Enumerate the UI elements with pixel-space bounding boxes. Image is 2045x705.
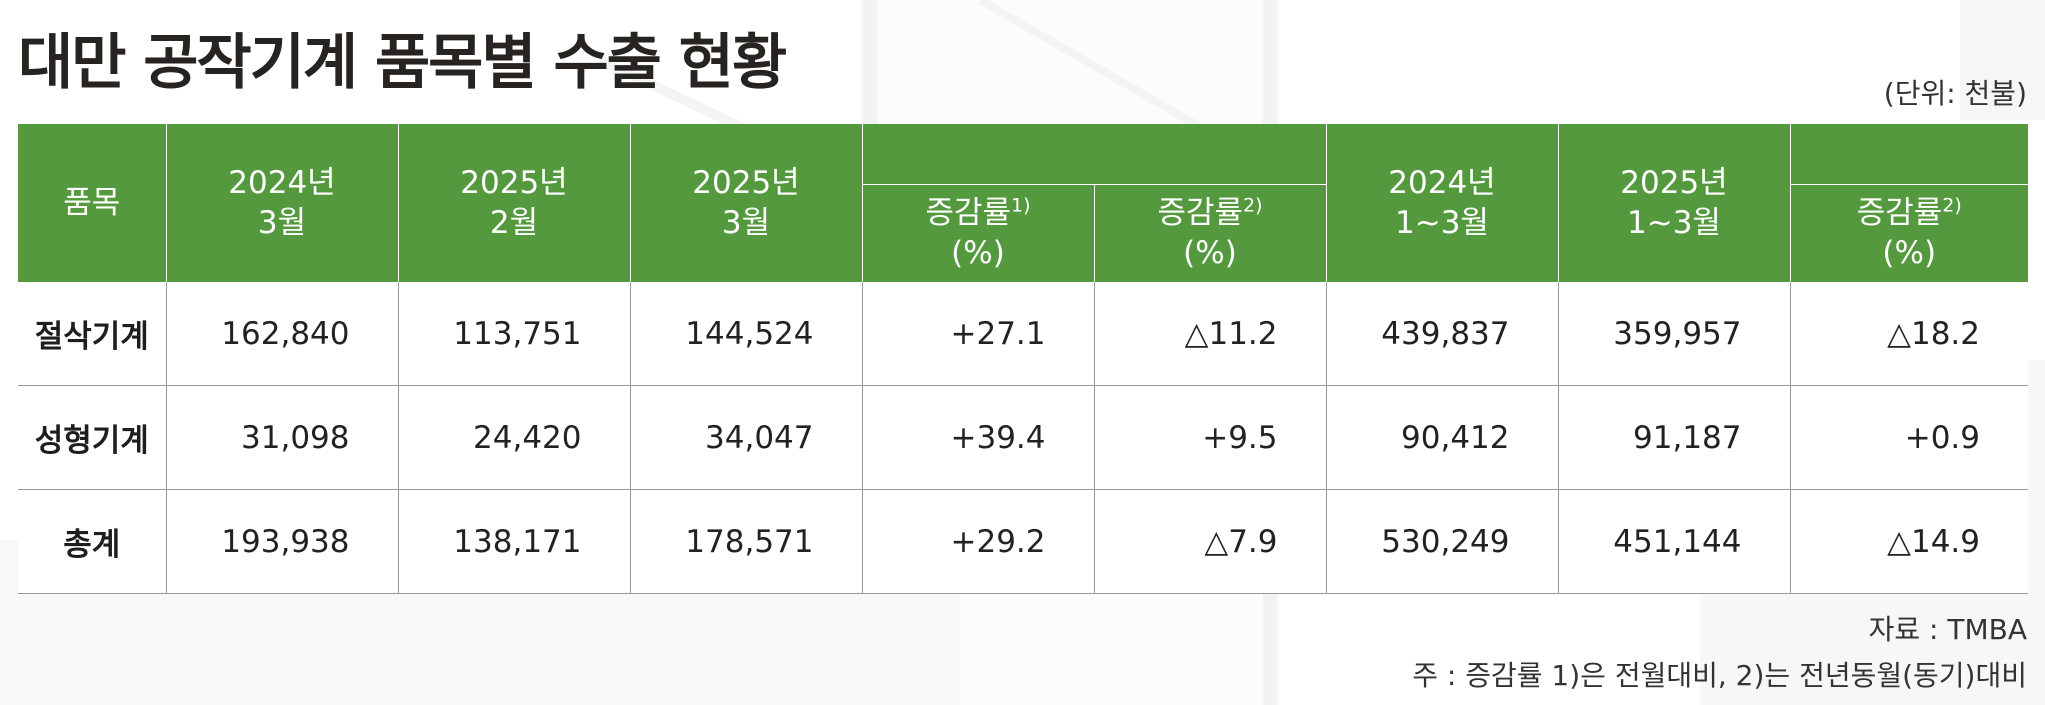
cell-rate-yoy: △7.9 <box>1093 489 1327 594</box>
cell-rate-ytd-yoy: +0.9 <box>1789 385 2028 490</box>
cell-rate-ytd-yoy: △14.9 <box>1789 489 2028 594</box>
header-2025-march: 2025년 3월 <box>629 124 863 282</box>
table-row: 절삭기계 162,840 113,751 144,524 +27.1 △11.2… <box>18 282 2028 386</box>
cell-rate-yoy: △11.2 <box>1093 282 1327 386</box>
row-item: 절삭기계 <box>18 282 167 386</box>
cell-2025-q1: 359,957 <box>1557 282 1791 386</box>
row-item: 총계 <box>18 489 167 594</box>
source-note: 자료 : TMBA <box>1868 613 2027 646</box>
cell-2024-q1: 530,249 <box>1325 489 1559 594</box>
footnote: 주 : 증감률 1)은 전월대비, 2)는 전년동월(동기)대비 <box>1412 659 2027 692</box>
export-table: 품목 2024년 3월 2025년 2월 2025년 3월 2024년 1~3월 202… <box>18 124 2028 594</box>
header-item: 품목 <box>18 124 167 282</box>
cell-2025-march: 144,524 <box>629 282 863 386</box>
cell-rate-mom: +27.1 <box>861 282 1095 386</box>
header-2025-q1: 2025년 1~3월 <box>1557 124 1791 282</box>
header-2024-q1: 2024년 1~3월 <box>1325 124 1559 282</box>
header-rate-group-spacer <box>862 124 1326 184</box>
cell-2025-q1: 451,144 <box>1557 489 1791 594</box>
table-row: 성형기계 31,098 24,420 34,047 +39.4 +9.5 90,… <box>18 385 2028 490</box>
cell-rate-mom: +39.4 <box>861 385 1095 490</box>
header-2025-february: 2025년 2월 <box>397 124 631 282</box>
cell-2025-february: 138,171 <box>397 489 631 594</box>
page-title: 대만 공작기계 품목별 수출 현황 <box>18 28 787 98</box>
header-rate-ytd-yoy: 증감률2) (%) <box>1789 183 2028 282</box>
cell-2024-march: 31,098 <box>165 385 399 490</box>
cell-rate-ytd-yoy: △18.2 <box>1789 282 2028 386</box>
cell-2024-march: 193,938 <box>165 489 399 594</box>
header-rate-yoy: 증감률2) (%) <box>1093 183 1327 282</box>
cell-2025-march: 178,571 <box>629 489 863 594</box>
cell-rate-yoy: +9.5 <box>1093 385 1327 490</box>
cell-2024-q1: 439,837 <box>1325 282 1559 386</box>
cell-2024-march: 162,840 <box>165 282 399 386</box>
cell-2025-march: 34,047 <box>629 385 863 490</box>
cell-2025-q1: 91,187 <box>1557 385 1791 490</box>
header-2024-march: 2024년 3월 <box>165 124 399 282</box>
header-rate-mom: 증감률1) (%) <box>862 183 1095 282</box>
unit-label: (단위: 천불) <box>1883 77 2027 110</box>
cell-rate-mom: +29.2 <box>861 489 1095 594</box>
table-row: 총계 193,938 138,171 178,571 +29.2 △7.9 53… <box>18 489 2028 594</box>
cell-2025-february: 24,420 <box>397 385 631 490</box>
cell-2024-q1: 90,412 <box>1325 385 1559 490</box>
cell-2025-february: 113,751 <box>397 282 631 386</box>
row-item: 성형기계 <box>18 385 167 490</box>
header-rate3-spacer <box>1789 124 2028 184</box>
